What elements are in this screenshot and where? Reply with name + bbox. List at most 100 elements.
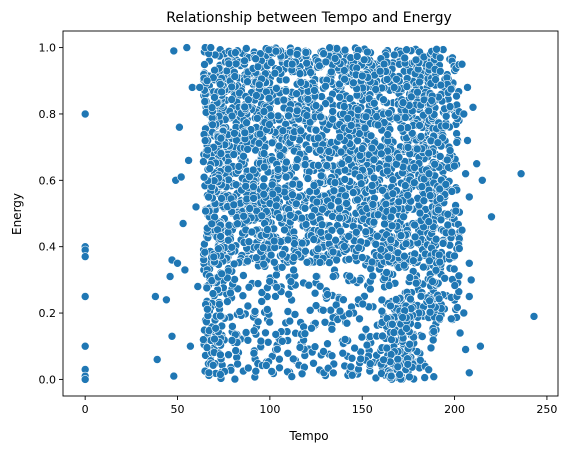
data-point (353, 195, 362, 205)
data-point (227, 111, 237, 121)
data-point (286, 277, 296, 286)
data-point (210, 66, 219, 75)
data-point (431, 234, 441, 244)
data-point (244, 237, 254, 246)
data-point (373, 210, 383, 219)
data-point (259, 174, 269, 184)
x-tick-label: 150 (352, 403, 373, 416)
data-point (200, 248, 210, 257)
data-point (208, 289, 218, 298)
data-point (315, 258, 325, 267)
data-point (324, 147, 334, 156)
data-point (310, 86, 319, 95)
data-point (271, 46, 281, 56)
data-point (328, 272, 338, 281)
data-point (202, 283, 212, 293)
data-point (403, 190, 413, 200)
data-point (300, 160, 310, 169)
data-point (435, 53, 445, 63)
data-point (339, 295, 348, 305)
data-point (447, 187, 457, 196)
data-point (331, 235, 340, 245)
data-point (349, 78, 358, 88)
data-point (202, 76, 212, 86)
data-point (211, 323, 220, 333)
data-point (285, 211, 295, 220)
data-point (352, 52, 362, 61)
data-point (407, 129, 417, 138)
data-point (325, 43, 335, 53)
data-point (466, 275, 476, 285)
data-point (436, 215, 446, 225)
data-point (351, 228, 361, 237)
data-point (274, 213, 284, 222)
data-point (199, 172, 209, 182)
data-point (529, 312, 539, 321)
data-point (367, 143, 377, 153)
data-point (272, 270, 281, 280)
data-point (408, 256, 418, 266)
data-point (464, 258, 474, 268)
data-points (80, 43, 539, 384)
data-point (224, 235, 233, 245)
data-point (297, 213, 307, 223)
data-point (245, 172, 254, 182)
data-point (363, 47, 372, 57)
data-point (328, 212, 337, 221)
data-point (191, 202, 201, 212)
data-point (284, 111, 293, 121)
data-point (257, 297, 267, 306)
data-point (258, 243, 268, 252)
x-tick-label: 50 (171, 403, 185, 416)
data-point (304, 145, 314, 154)
data-point (430, 159, 440, 169)
data-point (240, 56, 249, 66)
data-point (436, 80, 446, 90)
data-point (224, 59, 234, 69)
data-point (169, 46, 179, 56)
data-point (382, 343, 392, 353)
data-point (151, 292, 160, 301)
data-point (405, 273, 415, 282)
data-point (188, 83, 197, 92)
data-point (200, 136, 210, 145)
data-point (326, 201, 336, 210)
data-point (344, 254, 354, 264)
data-point (281, 86, 291, 96)
data-point (378, 186, 387, 195)
data-point (216, 80, 225, 89)
data-point (452, 303, 462, 312)
data-point (398, 313, 407, 322)
data-point (433, 205, 443, 215)
data-point (431, 265, 441, 275)
data-point (415, 208, 425, 218)
data-point (402, 82, 412, 91)
data-point (411, 55, 421, 65)
data-point (331, 300, 341, 310)
data-point (371, 85, 381, 94)
y-tick-label: 0.0 (39, 373, 57, 386)
data-point (267, 138, 277, 148)
data-point (207, 103, 217, 112)
y-tick-label: 0.8 (39, 108, 57, 121)
data-point (320, 317, 330, 327)
data-point (290, 239, 299, 248)
data-point (387, 335, 396, 344)
data-point (476, 341, 485, 351)
data-point (296, 126, 306, 135)
data-point (327, 351, 337, 361)
data-point (217, 194, 226, 203)
data-point (254, 80, 264, 90)
data-point (259, 259, 269, 269)
data-point (464, 292, 474, 301)
data-point (252, 91, 261, 100)
data-point (239, 152, 248, 161)
data-point (275, 354, 284, 364)
data-point (449, 264, 459, 274)
data-point (214, 244, 223, 253)
data-point (201, 206, 210, 216)
data-point (243, 77, 252, 86)
data-point (180, 265, 190, 275)
data-point (229, 200, 239, 210)
data-point (382, 268, 391, 277)
